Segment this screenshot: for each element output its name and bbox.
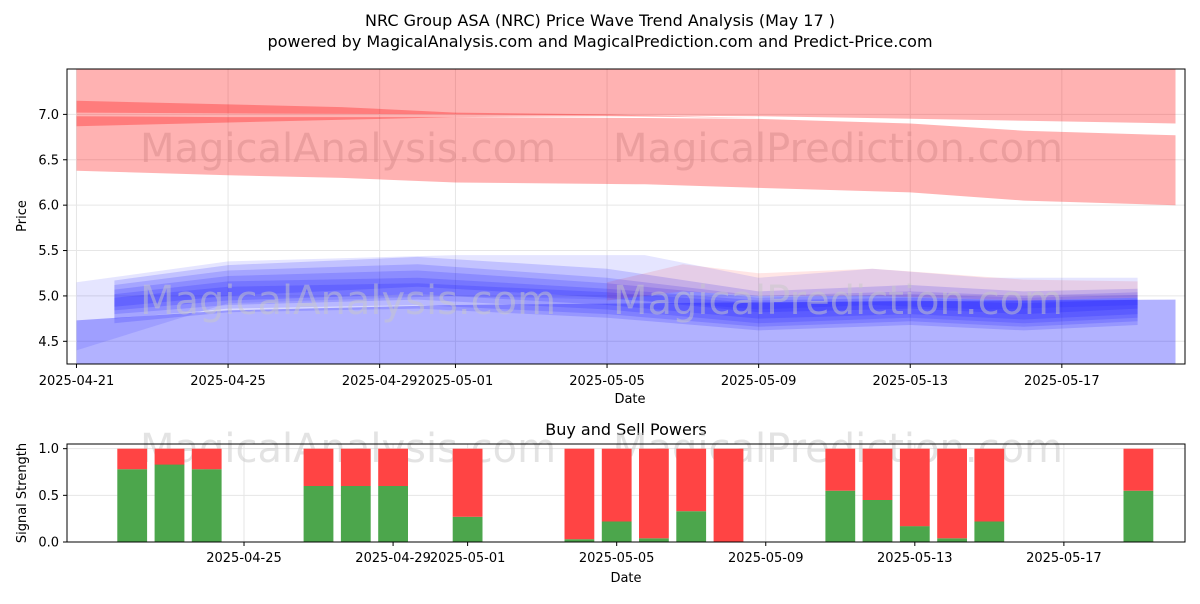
figure-title: NRC Group ASA (NRC) Price Wave Trend Ana… — [365, 11, 835, 30]
sell-bar-2025-04-29 — [378, 448, 408, 486]
buy-bar-2025-04-23 — [154, 464, 185, 542]
band-red-wedge — [76, 100, 759, 127]
signal-bars — [117, 448, 1154, 542]
buy-bar-2025-05-05 — [601, 521, 632, 542]
price-bands — [76, 69, 1176, 364]
buy-bar-2025-05-13 — [899, 526, 930, 542]
buy-bar-2025-04-24 — [191, 469, 222, 542]
price-x-tick-label-1: 2025-04-25 — [190, 374, 266, 389]
price-x-tick-label-0: 2025-04-21 — [39, 374, 115, 389]
sell-bar-2025-05-14 — [937, 448, 967, 539]
figure-subtitle: powered by MagicalAnalysis.com and Magic… — [267, 32, 932, 51]
band-red-upper-band — [76, 69, 1176, 124]
price-x-tick-label-7: 2025-05-17 — [1024, 374, 1100, 389]
sell-bar-2025-05-07 — [676, 448, 707, 512]
price-y-tick-label-2: 5.5 — [38, 244, 59, 259]
signal-panel: Buy and Sell Powers MagicalAnalysis.com … — [15, 420, 1186, 586]
price-watermark-right-lower: MagicalPrediction.com — [613, 278, 1063, 324]
buy-bar-2025-05-07 — [676, 511, 707, 542]
price-watermark-right: MagicalPrediction.com — [613, 126, 1063, 172]
sell-bar-2025-05-05 — [601, 448, 632, 522]
price-y-ticks: 4.5 5.0 5.5 6.0 6.5 7.0 — [38, 108, 67, 350]
buy-bar-2025-05-06 — [639, 538, 669, 542]
buy-bar-2025-04-29 — [378, 486, 408, 542]
signal-x-tick-label-3: 2025-05-05 — [579, 551, 655, 566]
band-blue-wave-4 — [114, 277, 1138, 327]
buy-bar-2025-05-15 — [974, 521, 1005, 542]
sell-bar-2025-04-28 — [340, 448, 371, 486]
buy-bar-2025-05-04 — [564, 539, 595, 542]
sell-bar-2025-05-15 — [974, 448, 1005, 522]
buy-bar-2025-05-01 — [452, 516, 483, 542]
sell-bar-2025-05-04 — [564, 448, 595, 540]
buy-bar-2025-05-12 — [862, 500, 893, 542]
signal-x-axis-label: Date — [610, 571, 641, 586]
price-x-tick-label-6: 2025-05-13 — [872, 374, 948, 389]
band-light-blue-band — [76, 255, 1138, 351]
signal-y-ticks: 0.0 0.5 1.0 — [38, 442, 67, 551]
band-red-main-band — [76, 116, 1176, 206]
band-blue-lower-band — [76, 299, 1176, 364]
price-x-tick-label-3: 2025-05-01 — [418, 374, 494, 389]
band-pink-band — [607, 264, 1138, 301]
price-grid — [67, 69, 1185, 364]
buy-bar-2025-05-11 — [825, 490, 856, 542]
price-x-ticks: 2025-04-21 2025-04-25 2025-04-29 2025-05-01… — [39, 364, 1100, 389]
buy-bar-2025-05-14 — [937, 538, 967, 542]
price-x-tick-label-5: 2025-05-09 — [721, 374, 797, 389]
buy-bar-2025-04-28 — [340, 486, 371, 542]
sell-bar-2025-05-12 — [862, 448, 893, 500]
signal-y-tick-label-1: 0.5 — [38, 489, 59, 504]
signal-x-tick-label-4: 2025-05-09 — [728, 551, 804, 566]
price-y-tick-label-5: 7.0 — [38, 108, 59, 123]
price-y-axis-label: Price — [15, 200, 30, 232]
price-axes-frame — [66, 68, 1186, 365]
price-x-tick-label-2: 2025-04-29 — [342, 374, 418, 389]
signal-y-tick-label-2: 1.0 — [38, 442, 59, 457]
sell-bar-2025-05-19 — [1123, 448, 1154, 491]
band-blue-wave-1 — [114, 256, 1138, 315]
buy-bar-2025-04-22 — [117, 469, 148, 542]
price-plot-area — [67, 69, 1185, 364]
sell-bar-2025-05-01 — [452, 448, 483, 517]
signal-title: Buy and Sell Powers — [545, 420, 707, 439]
price-y-tick-label-1: 5.0 — [38, 289, 59, 304]
price-x-tick-label-4: 2025-05-05 — [569, 374, 645, 389]
sell-bar-2025-05-11 — [825, 448, 856, 491]
band-blue-wave-5 — [114, 283, 1138, 331]
band-blue-wave-2 — [114, 264, 1138, 320]
price-y-tick-label-3: 6.0 — [38, 199, 59, 214]
sell-bar-2025-04-22 — [117, 448, 148, 470]
price-x-axis-label: Date — [614, 392, 645, 407]
signal-x-tick-label-6: 2025-05-17 — [1026, 551, 1102, 566]
price-y-tick-label-0: 4.5 — [38, 335, 59, 350]
sell-bar-2025-04-24 — [191, 448, 222, 470]
sell-bar-2025-04-23 — [154, 448, 185, 465]
signal-x-tick-label-5: 2025-05-13 — [877, 551, 953, 566]
buy-bar-2025-04-27 — [303, 486, 334, 542]
signal-axes-frame — [66, 443, 1186, 543]
buy-bar-2025-05-19 — [1123, 490, 1154, 542]
sell-bar-2025-05-06 — [639, 448, 669, 539]
price-watermark-left: MagicalAnalysis.com — [140, 126, 556, 172]
signal-x-tick-label-2: 2025-05-01 — [430, 551, 506, 566]
sell-bar-2025-04-27 — [303, 448, 334, 486]
price-watermark-left-lower: MagicalAnalysis.com — [140, 278, 556, 324]
signal-y-tick-label-0: 0.0 — [38, 536, 59, 551]
price-y-tick-label-4: 6.5 — [38, 153, 59, 168]
price-panel: MagicalAnalysis.com MagicalPrediction.co… — [15, 68, 1186, 407]
signal-x-tick-label-0: 2025-04-25 — [206, 551, 282, 566]
signal-x-tick-label-1: 2025-04-29 — [355, 551, 431, 566]
sell-bar-2025-05-13 — [899, 448, 930, 527]
sell-bar-2025-05-08 — [713, 448, 744, 542]
signal-y-axis-label: Signal Strength — [15, 443, 30, 543]
band-blue-wave-3 — [114, 270, 1138, 324]
